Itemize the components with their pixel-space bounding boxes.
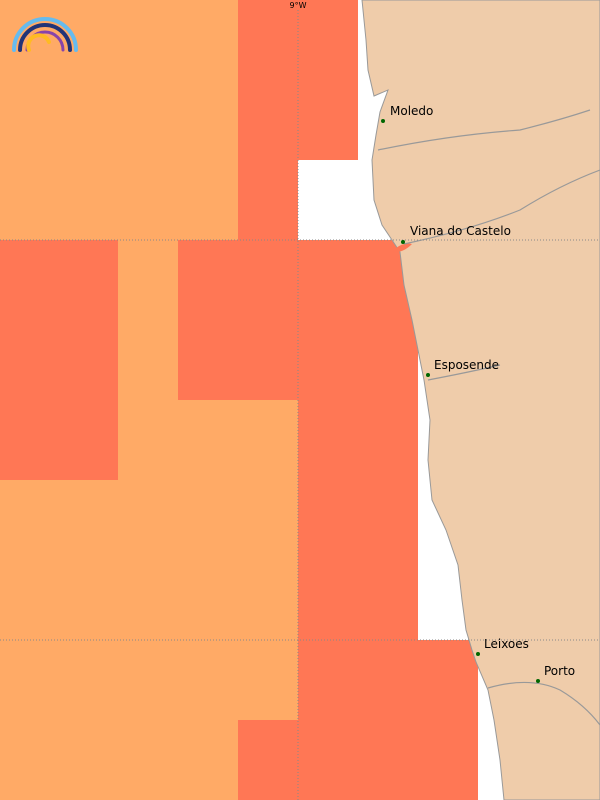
zone [0,0,238,240]
places: Moledo Viana do Castelo Esposende Leixoe… [381,104,575,683]
river [377,109,591,151]
place-label: Esposende [434,358,499,372]
longitude-label: 9°W [290,1,307,10]
zone [0,480,118,640]
graticule [0,10,600,800]
place-dot [401,240,405,244]
estuary [396,243,412,252]
zone [298,240,418,640]
rivers [377,109,600,726]
place-dot [536,679,540,683]
place-label: Leixoes [484,637,529,651]
river [487,681,600,726]
zone [238,0,298,240]
place-label: Porto [544,664,575,678]
place-label: Moledo [390,104,433,118]
zone [0,240,118,480]
place-dot [476,652,480,656]
place-label: Viana do Castelo [410,224,511,238]
zone [178,240,298,400]
place-dot [381,119,385,123]
zone [238,720,298,800]
river [427,364,501,381]
zone [0,640,298,720]
logo-arc [12,17,78,52]
zone [0,720,238,800]
place-dot [426,373,430,377]
logo-arc [26,33,51,52]
zone [118,400,298,640]
zone [298,0,358,160]
logo-arc [18,23,72,52]
land [361,0,600,800]
river [403,169,600,245]
logo [12,17,78,52]
zone [298,640,478,800]
zone [118,240,178,400]
warning-zones [0,0,478,800]
